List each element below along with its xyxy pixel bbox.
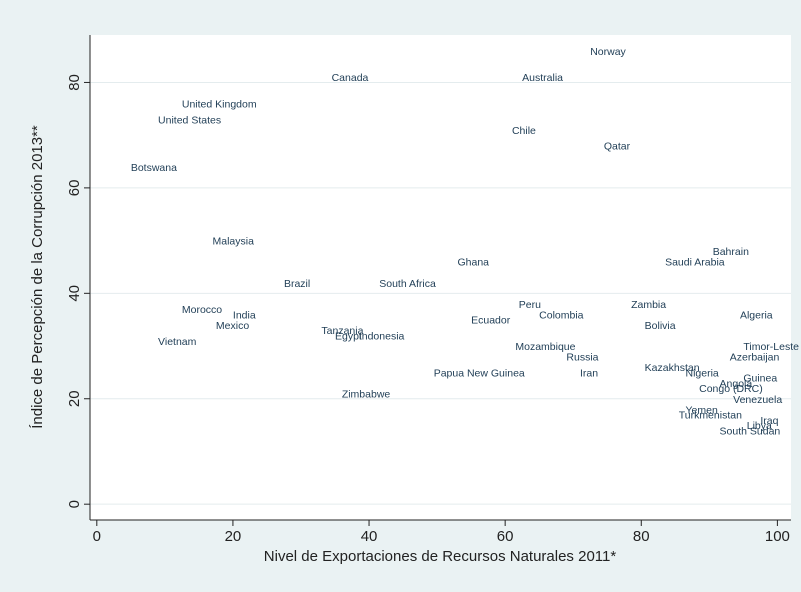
point-label: United Kingdom — [182, 99, 257, 111]
point-label: Brazil — [284, 278, 310, 290]
point-label: South Sudan — [720, 425, 781, 437]
point-label: United States — [158, 114, 221, 126]
y-tick-label: 80 — [66, 74, 83, 91]
point-label: Australia — [522, 72, 563, 84]
point-label: Yemen — [686, 404, 718, 416]
point-label: Indonesia — [359, 330, 405, 342]
point-label: Mozambique — [515, 341, 575, 353]
point-label: Kazakhstan — [645, 362, 700, 374]
point-label: Morocco — [182, 304, 222, 316]
point-label: India — [233, 309, 256, 321]
y-tick-label: 20 — [66, 390, 83, 407]
x-tick-label: 40 — [361, 528, 378, 545]
point-label: Chile — [512, 125, 536, 137]
y-axis-title: Índice de Percepción de la Corrupción 20… — [29, 125, 46, 429]
x-tick-label: 20 — [225, 528, 242, 545]
point-label: Russia — [566, 352, 598, 364]
point-label: Qatar — [604, 141, 631, 153]
y-tick-label: 60 — [66, 180, 83, 197]
point-label: Zambia — [631, 299, 666, 311]
point-label: Ecuador — [471, 315, 511, 327]
data-labels: Norway Canada Australia United Kingdom Unite… — [131, 46, 799, 438]
x-tick-label: 0 — [93, 528, 101, 545]
grid-lines — [90, 81, 791, 505]
point-label: Guinea — [743, 373, 777, 385]
x-axis-title: Nivel de Exportaciones de Recursos Natur… — [264, 548, 617, 565]
point-label: Turkmenistan — [679, 410, 742, 422]
point-label: Timor-Leste — [743, 341, 799, 353]
point-label: Canada — [332, 72, 369, 84]
x-tick-label: 80 — [633, 528, 650, 545]
point-label: Colombia — [539, 309, 584, 321]
point-label: Angola — [720, 378, 753, 390]
point-label: Bolivia — [645, 320, 676, 332]
point-label: Ghana — [458, 257, 490, 269]
point-label: Mexico — [216, 320, 249, 332]
point-label: Venezuela — [733, 394, 782, 406]
point-label: Congo (DRC) — [699, 383, 763, 395]
y-tick-label: 40 — [66, 285, 83, 302]
y-axis-ticks: 0 20 40 60 80 — [66, 74, 90, 508]
point-label: Malaysia — [213, 236, 255, 248]
point-label: Iraq — [760, 415, 778, 427]
point-label: Egypt — [335, 330, 362, 342]
x-tick-label: 60 — [497, 528, 514, 545]
point-label: South Africa — [379, 278, 436, 290]
point-label: Saudi Arabia — [665, 257, 725, 269]
point-label: Peru — [519, 299, 541, 311]
point-label: Azerbaijan — [730, 352, 780, 364]
point-label: Botswana — [131, 162, 177, 174]
point-label: Norway — [590, 46, 626, 58]
point-label: Tanzania — [321, 325, 363, 337]
x-tick-label: 100 — [765, 528, 790, 545]
point-label: Algeria — [740, 309, 773, 321]
point-label: Bahrain — [713, 246, 749, 258]
point-label: Papua New Guinea — [434, 367, 525, 379]
plot-area — [90, 35, 791, 520]
point-label: Libya — [747, 420, 772, 432]
point-label: Vietnam — [158, 336, 197, 348]
x-axis-ticks: 0 20 40 60 80 100 — [93, 520, 790, 545]
y-tick-label: 0 — [66, 500, 83, 508]
point-label: Zimbabwe — [342, 388, 391, 400]
point-label: Nigeria — [686, 367, 719, 379]
point-label: Iran — [580, 367, 598, 379]
